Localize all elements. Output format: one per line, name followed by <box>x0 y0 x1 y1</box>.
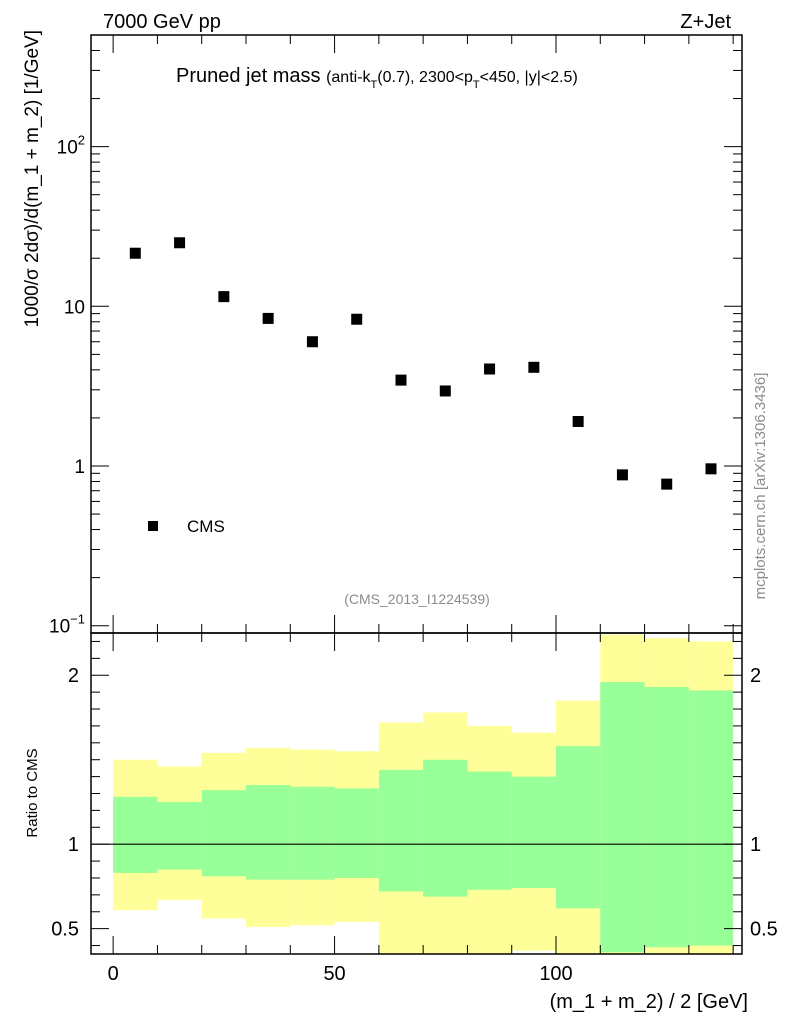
title-sub-1: T <box>371 79 378 91</box>
title-tail: <450, |y|<2.5) <box>480 69 578 86</box>
cms-point-3 <box>262 312 274 324</box>
cms-point-10 <box>572 415 584 427</box>
cms-point-7 <box>439 385 451 397</box>
tick-labels: 102 10 1 10−1 0.5 0.5 1 1 2 2 0 50 100 <box>49 133 778 985</box>
cms-point-6 <box>395 374 407 386</box>
stat-band-bin-3 <box>246 785 291 880</box>
cms-point-11 <box>616 469 628 481</box>
analysis-id: (CMS_2013_I1224539) <box>344 591 490 607</box>
stat-band-bin-2 <box>201 790 246 877</box>
stat-band-bin-8 <box>467 771 512 890</box>
stat-band-bin-7 <box>423 759 468 897</box>
title-sub-2: T <box>473 79 480 91</box>
cms-point-5 <box>351 313 363 325</box>
ratio-y-tick-label-right: 2 <box>750 665 761 687</box>
plot-title: Pruned jet mass (anti-kT(0.7), 2300<pT<4… <box>176 65 578 91</box>
ratio-y-axis-title: Ratio to CMS <box>24 748 41 837</box>
main-y-axis-title: 1000/σ 2dσ)/d(m_1 + m_2) [1/GeV] <box>22 30 43 328</box>
main-y-tick-label: 10 <box>64 297 85 318</box>
cms-point-0 <box>129 247 141 259</box>
x-axis-title: (m_1 + m_2) / 2 [GeV] <box>550 991 748 1013</box>
cms-point-8 <box>484 363 496 375</box>
main-panel-frame <box>90 34 743 634</box>
stat-band-bin-1 <box>157 801 202 870</box>
watermark: mcplots.cern.ch [arXiv:1306.3436] <box>752 373 769 600</box>
cms-point-12 <box>661 478 673 490</box>
axis-ticks <box>91 34 742 954</box>
ratio-y-tick-label-right: 0.5 <box>750 919 778 941</box>
stat-band-bin-13 <box>688 690 734 946</box>
title-mid: (0.7), 2300<p <box>377 69 473 86</box>
cms-point-13 <box>705 463 717 475</box>
x-tick-label: 0 <box>108 963 119 985</box>
x-tick-label: 100 <box>539 963 572 985</box>
cms-point-9 <box>528 361 540 373</box>
main-y-tick-label: 10−1 <box>49 612 85 638</box>
data-points <box>129 237 717 490</box>
stat-band-bin-10 <box>556 746 601 909</box>
main-y-tick-label: 1 <box>74 457 85 478</box>
title-lead: (anti-k <box>326 69 371 86</box>
stat-band-bin-12 <box>644 687 689 948</box>
stat-band-bin-5 <box>334 788 379 878</box>
ratio-y-tick-label-left: 0.5 <box>51 919 79 941</box>
ratio-y-tick-label-left: 2 <box>68 665 79 687</box>
process-label: Z+Jet <box>680 11 731 33</box>
energy-label: 7000 GeV pp <box>103 11 221 33</box>
cms-point-4 <box>306 336 318 348</box>
cms-point-1 <box>174 237 186 249</box>
cms-point-2 <box>218 291 230 303</box>
ratio-y-tick-label-right: 1 <box>750 834 761 856</box>
stat-band-bin-6 <box>378 769 424 892</box>
legend-label-cms: CMS <box>187 517 225 536</box>
plot-title-main: Pruned jet mass <box>176 65 321 87</box>
ratio-bands <box>113 634 734 954</box>
stat-band-bin-4 <box>290 786 335 880</box>
stat-band-bin-11 <box>600 681 645 953</box>
stat-band-bin-0 <box>113 796 158 873</box>
stat-band-bin-9 <box>511 776 556 889</box>
ratio-y-tick-label-left: 1 <box>68 834 79 856</box>
x-tick-label: 50 <box>323 963 345 985</box>
legend-marker-cms <box>148 521 158 531</box>
main-y-tick-label: 102 <box>57 133 85 159</box>
